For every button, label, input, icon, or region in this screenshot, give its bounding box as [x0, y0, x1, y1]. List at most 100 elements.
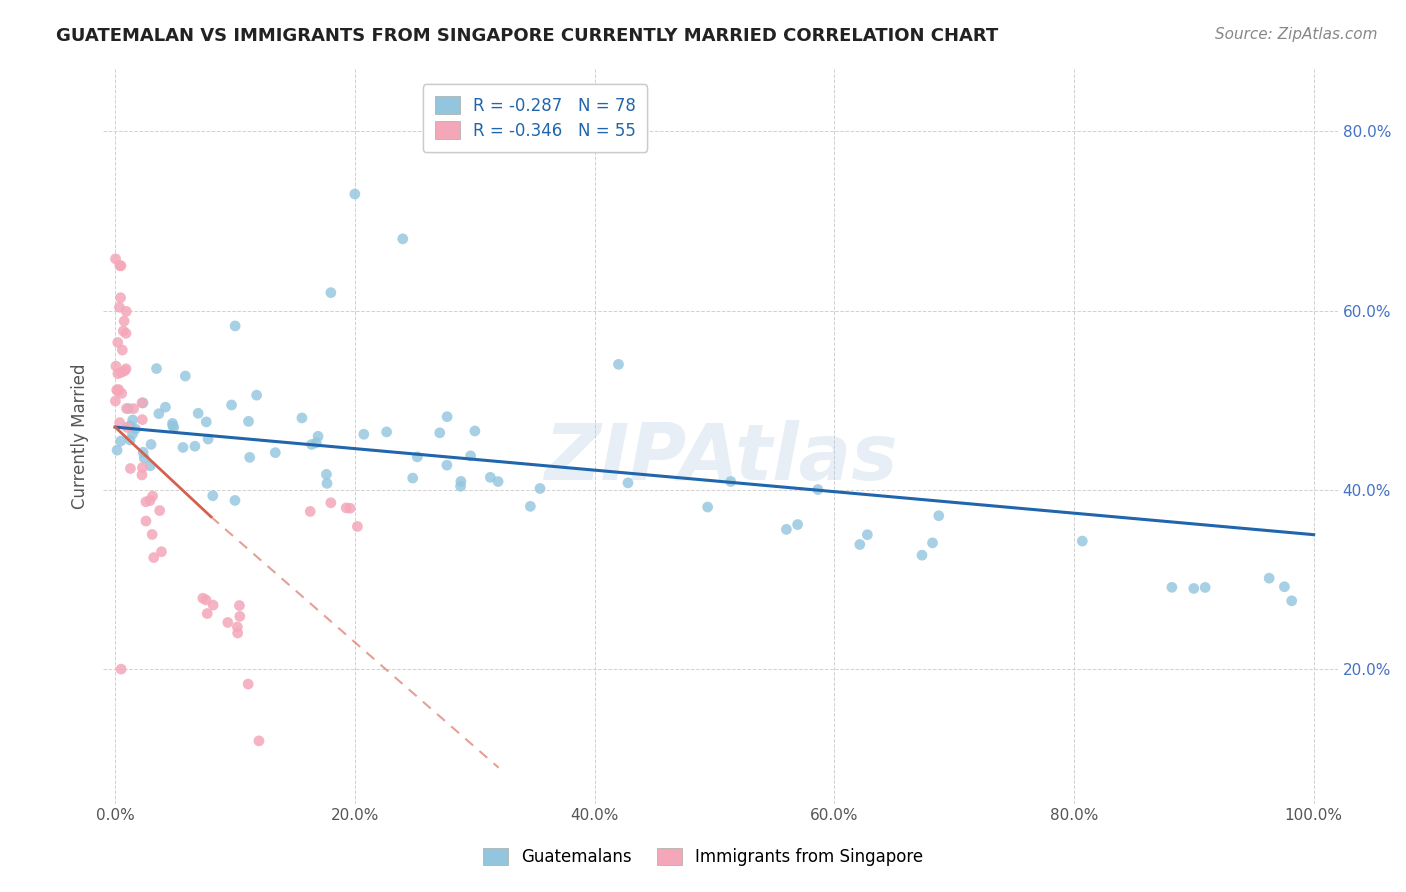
Point: [172, 441, 194, 455]
Point: [108, 416, 131, 430]
Point: [110, 434, 132, 448]
Point: [139, 458, 162, 473]
Point: [786, 517, 808, 532]
Point: [104, 252, 127, 266]
Point: [1274, 580, 1296, 594]
Point: [460, 449, 482, 463]
Point: [107, 367, 129, 381]
Point: [529, 482, 551, 496]
Point: [132, 445, 155, 459]
Point: [450, 475, 472, 489]
Point: [115, 326, 138, 341]
Point: [450, 479, 472, 493]
Point: [607, 357, 630, 371]
Point: [111, 343, 134, 357]
Point: [1160, 580, 1182, 594]
Point: [375, 425, 398, 439]
Point: [226, 620, 249, 634]
Point: [142, 550, 165, 565]
Point: [911, 548, 934, 562]
Point: [104, 359, 127, 374]
Point: [217, 615, 239, 630]
Point: [353, 427, 375, 442]
Point: [202, 598, 225, 612]
Legend: Guatemalans, Immigrants from Singapore: Guatemalans, Immigrants from Singapore: [474, 840, 932, 875]
Point: [406, 450, 429, 464]
Point: [479, 470, 502, 484]
Point: [104, 394, 127, 409]
Point: [775, 522, 797, 536]
Point: [195, 415, 218, 429]
Point: [162, 417, 184, 431]
Point: [343, 187, 366, 202]
Point: [291, 411, 314, 425]
Point: [319, 496, 342, 510]
Point: [224, 493, 246, 508]
Point: [436, 409, 458, 424]
Point: [107, 335, 129, 350]
Point: [131, 396, 153, 410]
Point: [112, 324, 135, 338]
Point: [134, 451, 156, 466]
Point: [519, 500, 541, 514]
Point: [221, 398, 243, 412]
Point: [191, 591, 214, 606]
Point: [162, 418, 184, 433]
Point: [229, 609, 252, 624]
Point: [115, 401, 138, 416]
Point: [246, 388, 269, 402]
Point: [486, 475, 509, 489]
Point: [107, 384, 129, 398]
Point: [402, 471, 425, 485]
Point: [114, 364, 136, 378]
Point: [1071, 534, 1094, 549]
Point: [1194, 581, 1216, 595]
Point: [148, 407, 170, 421]
Point: [436, 458, 458, 472]
Point: [1258, 571, 1281, 585]
Point: [111, 386, 134, 401]
Point: [115, 420, 138, 434]
Text: Source: ZipAtlas.com: Source: ZipAtlas.com: [1215, 27, 1378, 42]
Point: [247, 734, 270, 748]
Text: GUATEMALAN VS IMMIGRANTS FROM SINGAPORE CURRENTLY MARRIED CORRELATION CHART: GUATEMALAN VS IMMIGRANTS FROM SINGAPORE …: [56, 27, 998, 45]
Point: [617, 475, 640, 490]
Point: [107, 383, 129, 397]
Point: [849, 537, 872, 551]
Point: [115, 361, 138, 376]
Point: [149, 503, 172, 517]
Point: [110, 291, 132, 305]
Point: [316, 476, 339, 491]
Point: [301, 437, 323, 451]
Point: [184, 439, 207, 453]
Point: [224, 318, 246, 333]
Point: [299, 504, 322, 518]
Point: [120, 418, 142, 433]
Point: [108, 300, 131, 314]
Point: [720, 475, 742, 489]
Point: [195, 607, 218, 621]
Point: [856, 527, 879, 541]
Point: [155, 400, 177, 414]
Point: [226, 626, 249, 640]
Point: [807, 483, 830, 497]
Point: [921, 536, 943, 550]
Point: [391, 232, 413, 246]
Point: [124, 422, 146, 436]
Point: [115, 304, 138, 318]
Point: [346, 519, 368, 533]
Point: [174, 369, 197, 384]
Point: [264, 445, 287, 459]
Point: [429, 425, 451, 440]
Point: [1281, 594, 1303, 608]
Point: [120, 433, 142, 447]
Point: [195, 593, 218, 607]
Point: [122, 401, 145, 416]
Point: [110, 259, 132, 273]
Point: [139, 437, 162, 451]
Point: [928, 508, 950, 523]
Point: [142, 489, 165, 503]
Point: [228, 599, 250, 613]
Point: [197, 432, 219, 446]
Point: [110, 662, 132, 676]
